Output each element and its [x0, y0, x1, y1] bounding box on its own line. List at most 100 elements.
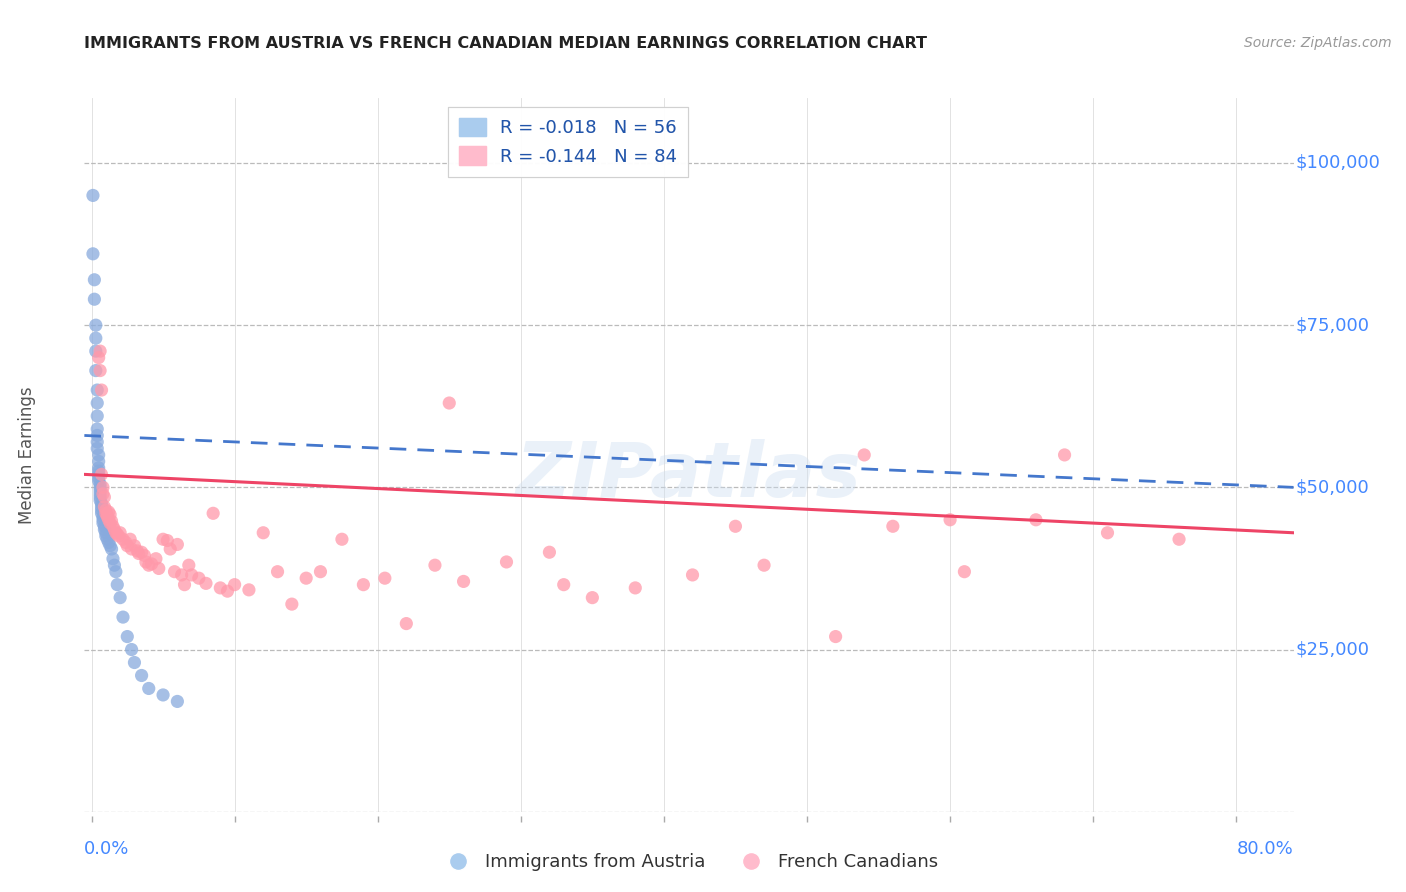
Point — [581, 591, 603, 605]
Point — [89, 480, 111, 494]
Point — [138, 558, 160, 573]
Point — [166, 537, 188, 551]
Point — [138, 681, 160, 696]
Point — [156, 533, 179, 548]
Point — [104, 525, 127, 540]
Point — [127, 544, 149, 558]
Point — [395, 616, 418, 631]
Point — [266, 565, 288, 579]
Point — [117, 539, 139, 553]
Point — [97, 513, 120, 527]
Point — [96, 508, 118, 522]
Point — [103, 558, 125, 573]
Point — [159, 541, 181, 556]
Point — [120, 533, 142, 547]
Point — [121, 642, 143, 657]
Point — [86, 428, 108, 442]
Text: IMMIGRANTS FROM AUSTRIA VS FRENCH CANADIAN MEDIAN EARNINGS CORRELATION CHART: IMMIGRANTS FROM AUSTRIA VS FRENCH CANADI… — [84, 36, 928, 51]
Point — [83, 292, 105, 306]
Point — [724, 519, 747, 533]
Point — [93, 490, 115, 504]
Point — [374, 571, 396, 585]
Point — [89, 483, 111, 498]
Point — [87, 461, 110, 475]
Point — [93, 519, 115, 533]
Point — [94, 525, 117, 540]
Point — [107, 529, 129, 543]
Point — [86, 434, 108, 449]
Point — [439, 396, 461, 410]
Text: $100,000: $100,000 — [1296, 154, 1381, 172]
Point — [202, 506, 225, 520]
Point — [91, 509, 114, 524]
Point — [152, 533, 174, 547]
Point — [82, 247, 104, 261]
Point — [124, 539, 146, 553]
Point — [166, 694, 188, 708]
Point — [100, 541, 122, 556]
Point — [134, 549, 156, 563]
Point — [97, 505, 120, 519]
Point — [309, 565, 332, 579]
Point — [84, 331, 107, 345]
Point — [180, 568, 202, 582]
Point — [553, 577, 575, 591]
Point — [89, 490, 111, 504]
Point — [86, 409, 108, 423]
Point — [93, 523, 115, 537]
Point — [87, 467, 110, 482]
Point — [131, 668, 153, 682]
Point — [1168, 533, 1191, 547]
Legend: R = -0.018   N = 56, R = -0.144   N = 84: R = -0.018 N = 56, R = -0.144 N = 84 — [449, 107, 688, 177]
Point — [111, 610, 134, 624]
Point — [148, 561, 170, 575]
Point — [87, 454, 110, 468]
Point — [163, 565, 186, 579]
Point — [86, 422, 108, 436]
Point — [87, 448, 110, 462]
Point — [752, 558, 775, 573]
Text: $50,000: $50,000 — [1296, 478, 1369, 496]
Point — [281, 597, 304, 611]
Point — [82, 188, 104, 202]
Point — [141, 557, 163, 571]
Point — [91, 513, 114, 527]
Point — [91, 487, 114, 501]
Point — [682, 568, 704, 582]
Point — [177, 558, 200, 573]
Point — [104, 565, 127, 579]
Point — [295, 571, 318, 585]
Point — [96, 509, 118, 524]
Point — [84, 344, 107, 359]
Point — [87, 474, 110, 488]
Point — [453, 574, 475, 589]
Point — [90, 506, 112, 520]
Point — [117, 630, 139, 644]
Point — [217, 584, 239, 599]
Point — [131, 545, 153, 559]
Point — [108, 525, 131, 540]
Point — [124, 656, 146, 670]
Point — [145, 551, 167, 566]
Point — [86, 396, 108, 410]
Point — [83, 273, 105, 287]
Point — [89, 477, 111, 491]
Point — [953, 565, 976, 579]
Point — [853, 448, 876, 462]
Point — [94, 506, 117, 520]
Point — [495, 555, 517, 569]
Point — [90, 503, 112, 517]
Point — [96, 533, 118, 547]
Point — [538, 545, 561, 559]
Point — [89, 363, 111, 377]
Point — [90, 467, 112, 482]
Point — [195, 576, 218, 591]
Point — [135, 555, 157, 569]
Point — [152, 688, 174, 702]
Point — [170, 568, 193, 582]
Point — [97, 535, 120, 549]
Point — [1025, 513, 1047, 527]
Point — [330, 533, 353, 547]
Point — [1097, 525, 1119, 540]
Point — [84, 318, 107, 333]
